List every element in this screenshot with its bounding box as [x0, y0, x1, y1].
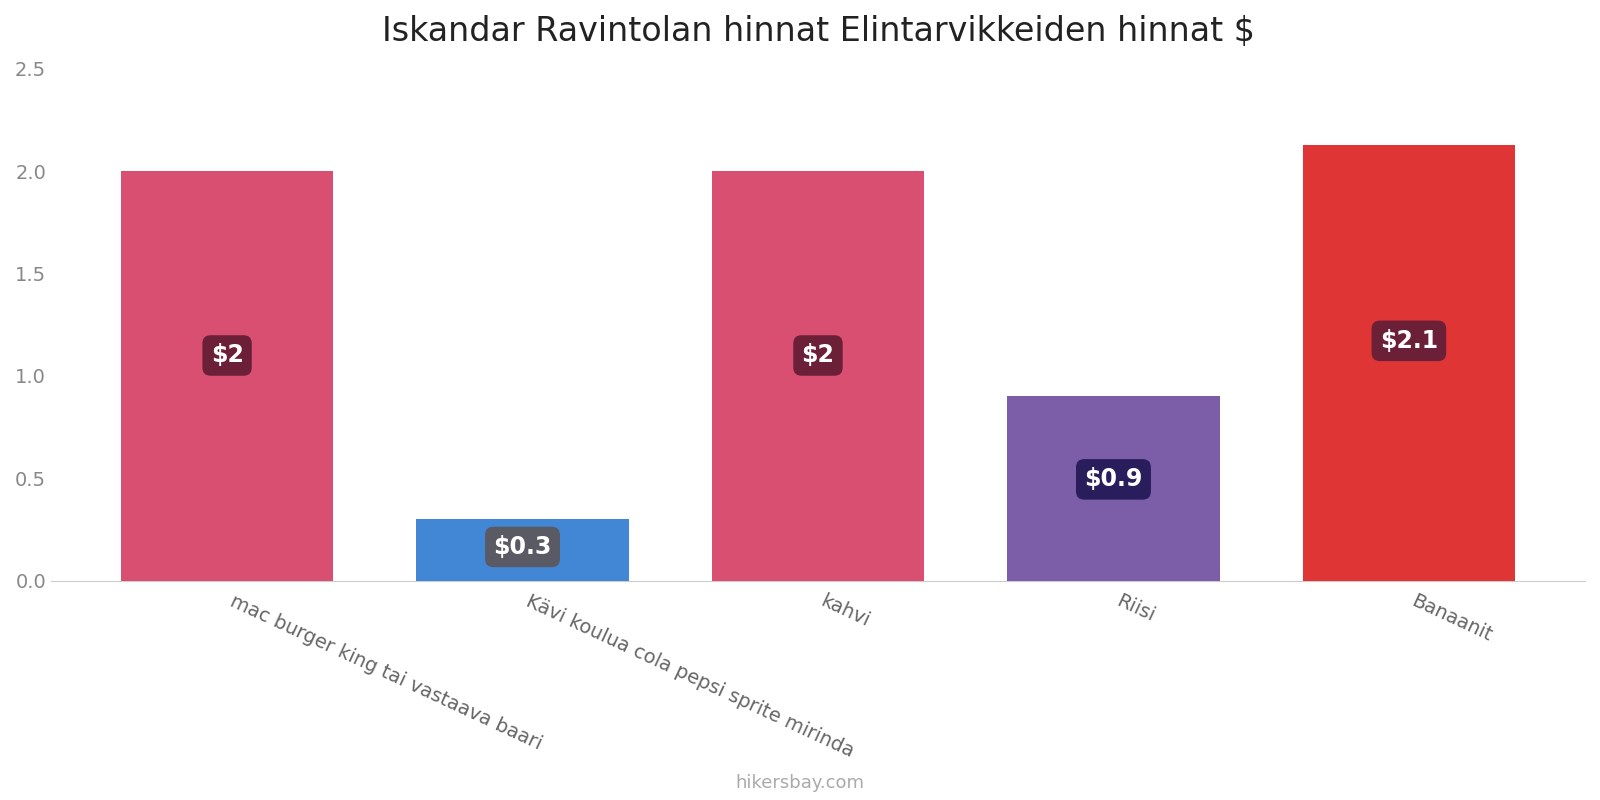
Bar	[1302, 145, 1515, 581]
Text: hikersbay.com: hikersbay.com	[736, 774, 864, 792]
Text: $2: $2	[211, 343, 243, 367]
Text: $0.9: $0.9	[1085, 467, 1142, 491]
Text: $0.3: $0.3	[493, 535, 552, 559]
Text: $2: $2	[802, 343, 835, 367]
Bar	[120, 171, 333, 581]
Bar	[416, 519, 629, 581]
Text: $2.1: $2.1	[1379, 329, 1438, 353]
Title: Iskandar Ravintolan hinnat Elintarvikkeiden hinnat $: Iskandar Ravintolan hinnat Elintarvikkei…	[381, 15, 1254, 48]
Bar	[712, 171, 925, 581]
Bar	[1006, 397, 1219, 581]
